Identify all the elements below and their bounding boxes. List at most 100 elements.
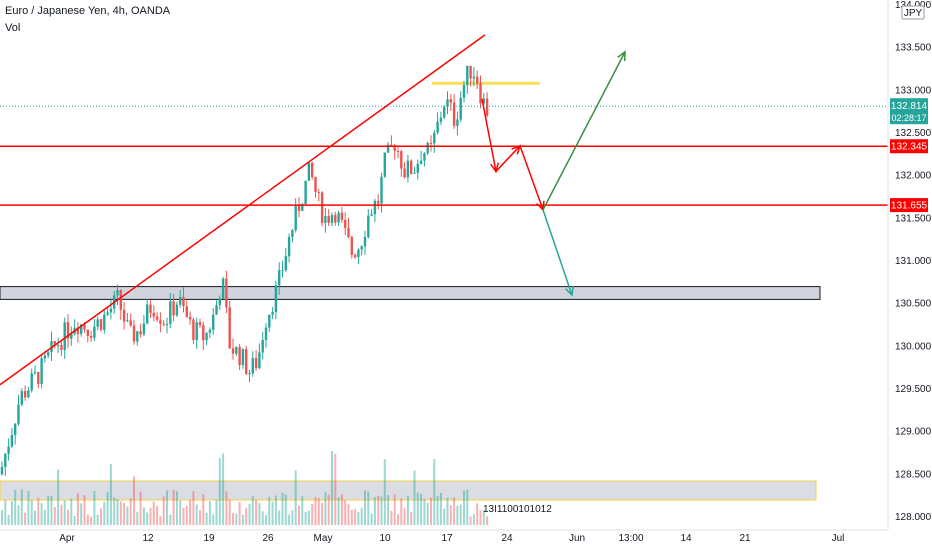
- candle-body: [225, 278, 228, 308]
- level-1-badge: [890, 139, 928, 154]
- price-axis[interactable]: 134.000133.500133.000132.500132.000131.5…: [887, 0, 932, 550]
- volume-bar: [199, 510, 201, 525]
- candle-body: [50, 341, 53, 353]
- candle-body: [284, 256, 287, 271]
- volume-bar: [344, 500, 347, 525]
- candle-body: [436, 121, 439, 133]
- candle-body: [76, 327, 80, 334]
- candle-body: [324, 216, 327, 223]
- candle-body: [360, 246, 363, 250]
- volume-bar: [241, 514, 244, 525]
- candle-body: [165, 323, 169, 325]
- volume-bar: [106, 491, 109, 525]
- candle-body: [218, 298, 221, 306]
- volume-bar: [479, 510, 482, 525]
- time-tick-label: 24: [501, 533, 513, 544]
- candle-body: [80, 324, 83, 334]
- volume-bar: [433, 459, 436, 525]
- volume-bar: [80, 503, 83, 525]
- time-tick-label: 14: [680, 533, 692, 544]
- candle-body: [314, 176, 317, 193]
- candle-body: [370, 214, 373, 216]
- price-tick-label: 131.000: [895, 256, 932, 267]
- candle-body: [367, 215, 370, 237]
- volume-bar: [449, 505, 452, 525]
- candle-body: [175, 304, 179, 316]
- price-axis-bg: [888, 0, 932, 550]
- price-tick-label: 133.500: [895, 43, 932, 54]
- volume-bar: [53, 506, 56, 525]
- volume-bar: [301, 496, 304, 525]
- drawings-layer[interactable]: [0, 34, 888, 386]
- candle-body: [317, 192, 320, 194]
- price-tick-label: 128.000: [895, 512, 932, 523]
- volume-bar: [469, 516, 472, 525]
- time-tick-label: 10: [379, 533, 391, 544]
- volume-bar: [331, 451, 333, 525]
- volume-bar: [1, 510, 3, 525]
- candle-body: [27, 390, 30, 398]
- candle-body: [192, 319, 195, 341]
- candle-body: [228, 307, 231, 349]
- candle-body: [116, 290, 119, 296]
- price-tick-label: 128.500: [895, 469, 932, 480]
- volume-bar: [347, 503, 350, 525]
- time-tick-label: 19: [203, 533, 215, 544]
- volume-bar: [413, 470, 416, 525]
- support-zone: [0, 286, 821, 300]
- volume-bar: [446, 497, 449, 525]
- candle-body: [40, 358, 43, 384]
- volume-bar: [195, 504, 198, 525]
- volume-bar: [291, 510, 294, 525]
- volume-bar: [245, 507, 248, 525]
- candle-body: [63, 322, 66, 350]
- volume-bar: [390, 511, 393, 525]
- candle-body: [396, 150, 400, 152]
- candle-body: [231, 348, 235, 354]
- volume-bar: [192, 491, 195, 525]
- volume-bar: [40, 503, 43, 525]
- last-price-label: 132.814: [891, 101, 928, 112]
- volume-bar: [383, 459, 386, 525]
- volume-bar: [139, 491, 142, 525]
- candle-body: [386, 144, 390, 153]
- candle-body: [423, 153, 426, 161]
- time-axis[interactable]: Apr 12 19 26 May 10 17 24 Jun 13:00 14 21 Jul: [0, 529, 888, 544]
- candle-body: [185, 306, 188, 317]
- candle-body: [353, 254, 357, 258]
- candle-body: [327, 216, 330, 223]
- candle-body: [93, 326, 96, 338]
- candle-body: [241, 349, 245, 366]
- time-tick-label: Apr: [59, 533, 75, 544]
- volume-bar: [123, 502, 126, 525]
- time-tick-label: 13:00: [618, 533, 643, 544]
- volume-bar: [86, 514, 89, 525]
- time-tick-label: 26: [262, 533, 274, 544]
- volume-label: Vol: [5, 22, 21, 34]
- candle-body: [56, 344, 60, 346]
- price-tick-label: 132.500: [895, 128, 932, 139]
- candle-body: [446, 99, 449, 107]
- candles-layer: [0, 65, 489, 476]
- candle-body: [393, 145, 396, 151]
- candle-body: [485, 98, 489, 116]
- candle-body: [119, 290, 122, 310]
- volume-bar: [7, 514, 10, 525]
- candle-body: [334, 215, 337, 223]
- volume-bar: [337, 497, 340, 525]
- volume-bar: [189, 499, 192, 525]
- candle-body: [350, 237, 353, 255]
- volume-bar: [314, 497, 317, 525]
- candle-body: [0, 466, 4, 475]
- candle-body: [96, 319, 99, 327]
- volume-bar: [350, 509, 353, 525]
- candle-body: [162, 323, 165, 325]
- volume-bar: [486, 516, 489, 525]
- candle-body: [291, 230, 294, 238]
- volume-bar: [327, 494, 330, 525]
- candle-body: [169, 301, 172, 324]
- candle-body: [66, 322, 70, 339]
- candle-body: [363, 236, 367, 247]
